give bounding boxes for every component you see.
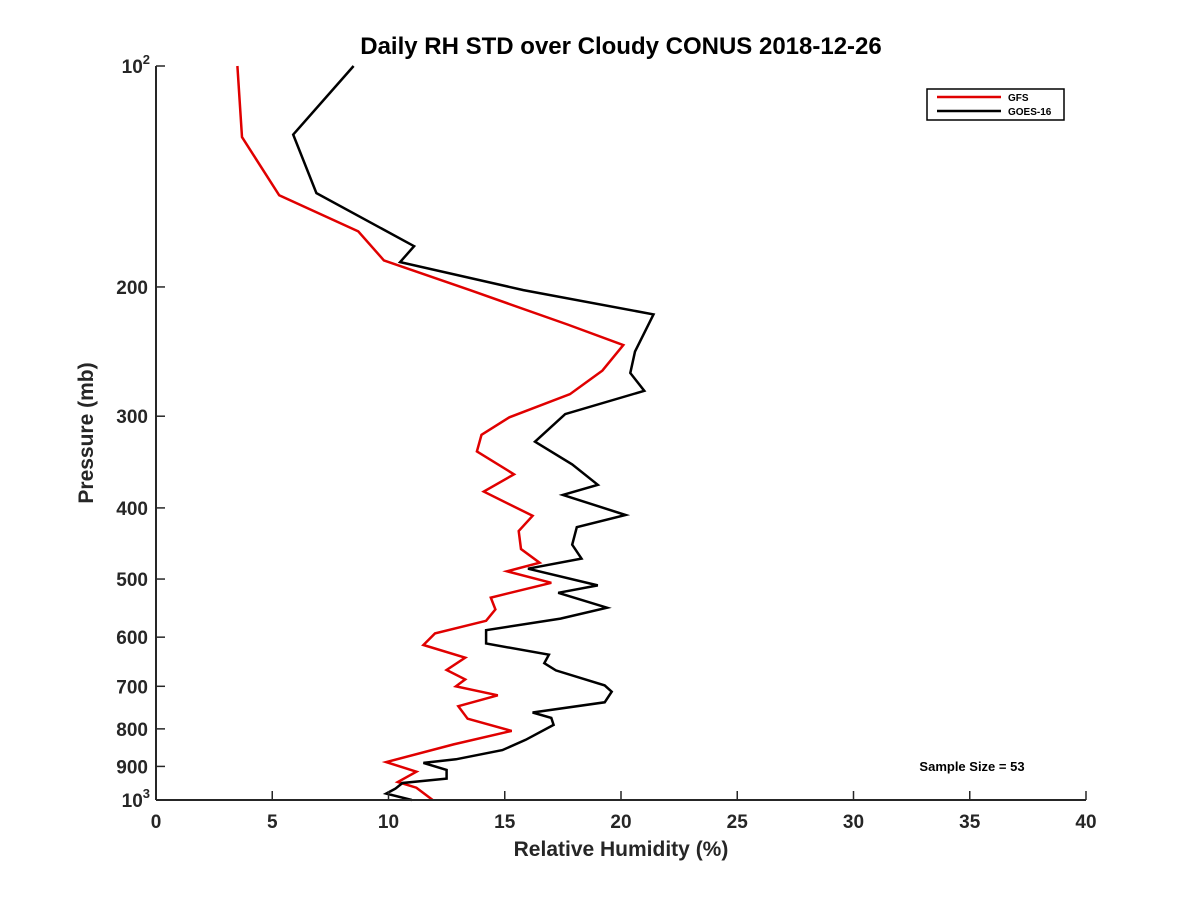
x-tick-label: 40 xyxy=(1075,812,1096,833)
legend-box xyxy=(926,88,1065,121)
sample-size-annotation: Sample Size = 53 xyxy=(919,759,1024,774)
legend-label-gfs: GFS xyxy=(1008,93,1029,104)
legend-label-goes16: GOES-16 xyxy=(1008,107,1052,118)
y-tick-label: 200 xyxy=(116,278,148,299)
x-axis-label: Relative Humidity (%) xyxy=(514,838,729,861)
plot-area xyxy=(236,65,656,802)
y-tick-label: 900 xyxy=(116,757,148,778)
x-tick-label: 10 xyxy=(378,812,399,833)
y-axis-label: Pressure (mb) xyxy=(75,362,98,503)
y-tick-label: 800 xyxy=(116,720,148,741)
y-tick-label: 102 xyxy=(122,52,150,78)
x-tick-label: 0 xyxy=(151,812,162,833)
y-tick-label: 500 xyxy=(116,570,148,591)
y-tick-label: 600 xyxy=(116,628,148,649)
chart-title: Daily RH STD over Cloudy CONUS 2018-12-2… xyxy=(360,33,882,60)
x-tick-label: 30 xyxy=(843,812,864,833)
x-tick-label: 15 xyxy=(494,812,516,833)
x-tick-label: 5 xyxy=(267,812,278,833)
legend: GFS GOES-16 xyxy=(926,88,1065,121)
x-tick-label: 35 xyxy=(959,812,981,833)
x-tick-label: 20 xyxy=(610,812,631,833)
x-axis-ticks: 0 5 10 15 20 25 30 35 40 xyxy=(151,791,1097,833)
y-tick-label: 700 xyxy=(116,677,148,698)
x-tick-label: 25 xyxy=(727,812,749,833)
y-axis-ticks: 102 200 300 400 500 600 700 800 900 103 xyxy=(116,52,165,812)
series-line-goes16 xyxy=(291,65,656,802)
y-tick-label: 400 xyxy=(116,499,148,520)
y-tick-label: 103 xyxy=(122,786,150,812)
y-tick-label: 300 xyxy=(116,407,148,428)
series-line-gfs xyxy=(236,65,626,801)
